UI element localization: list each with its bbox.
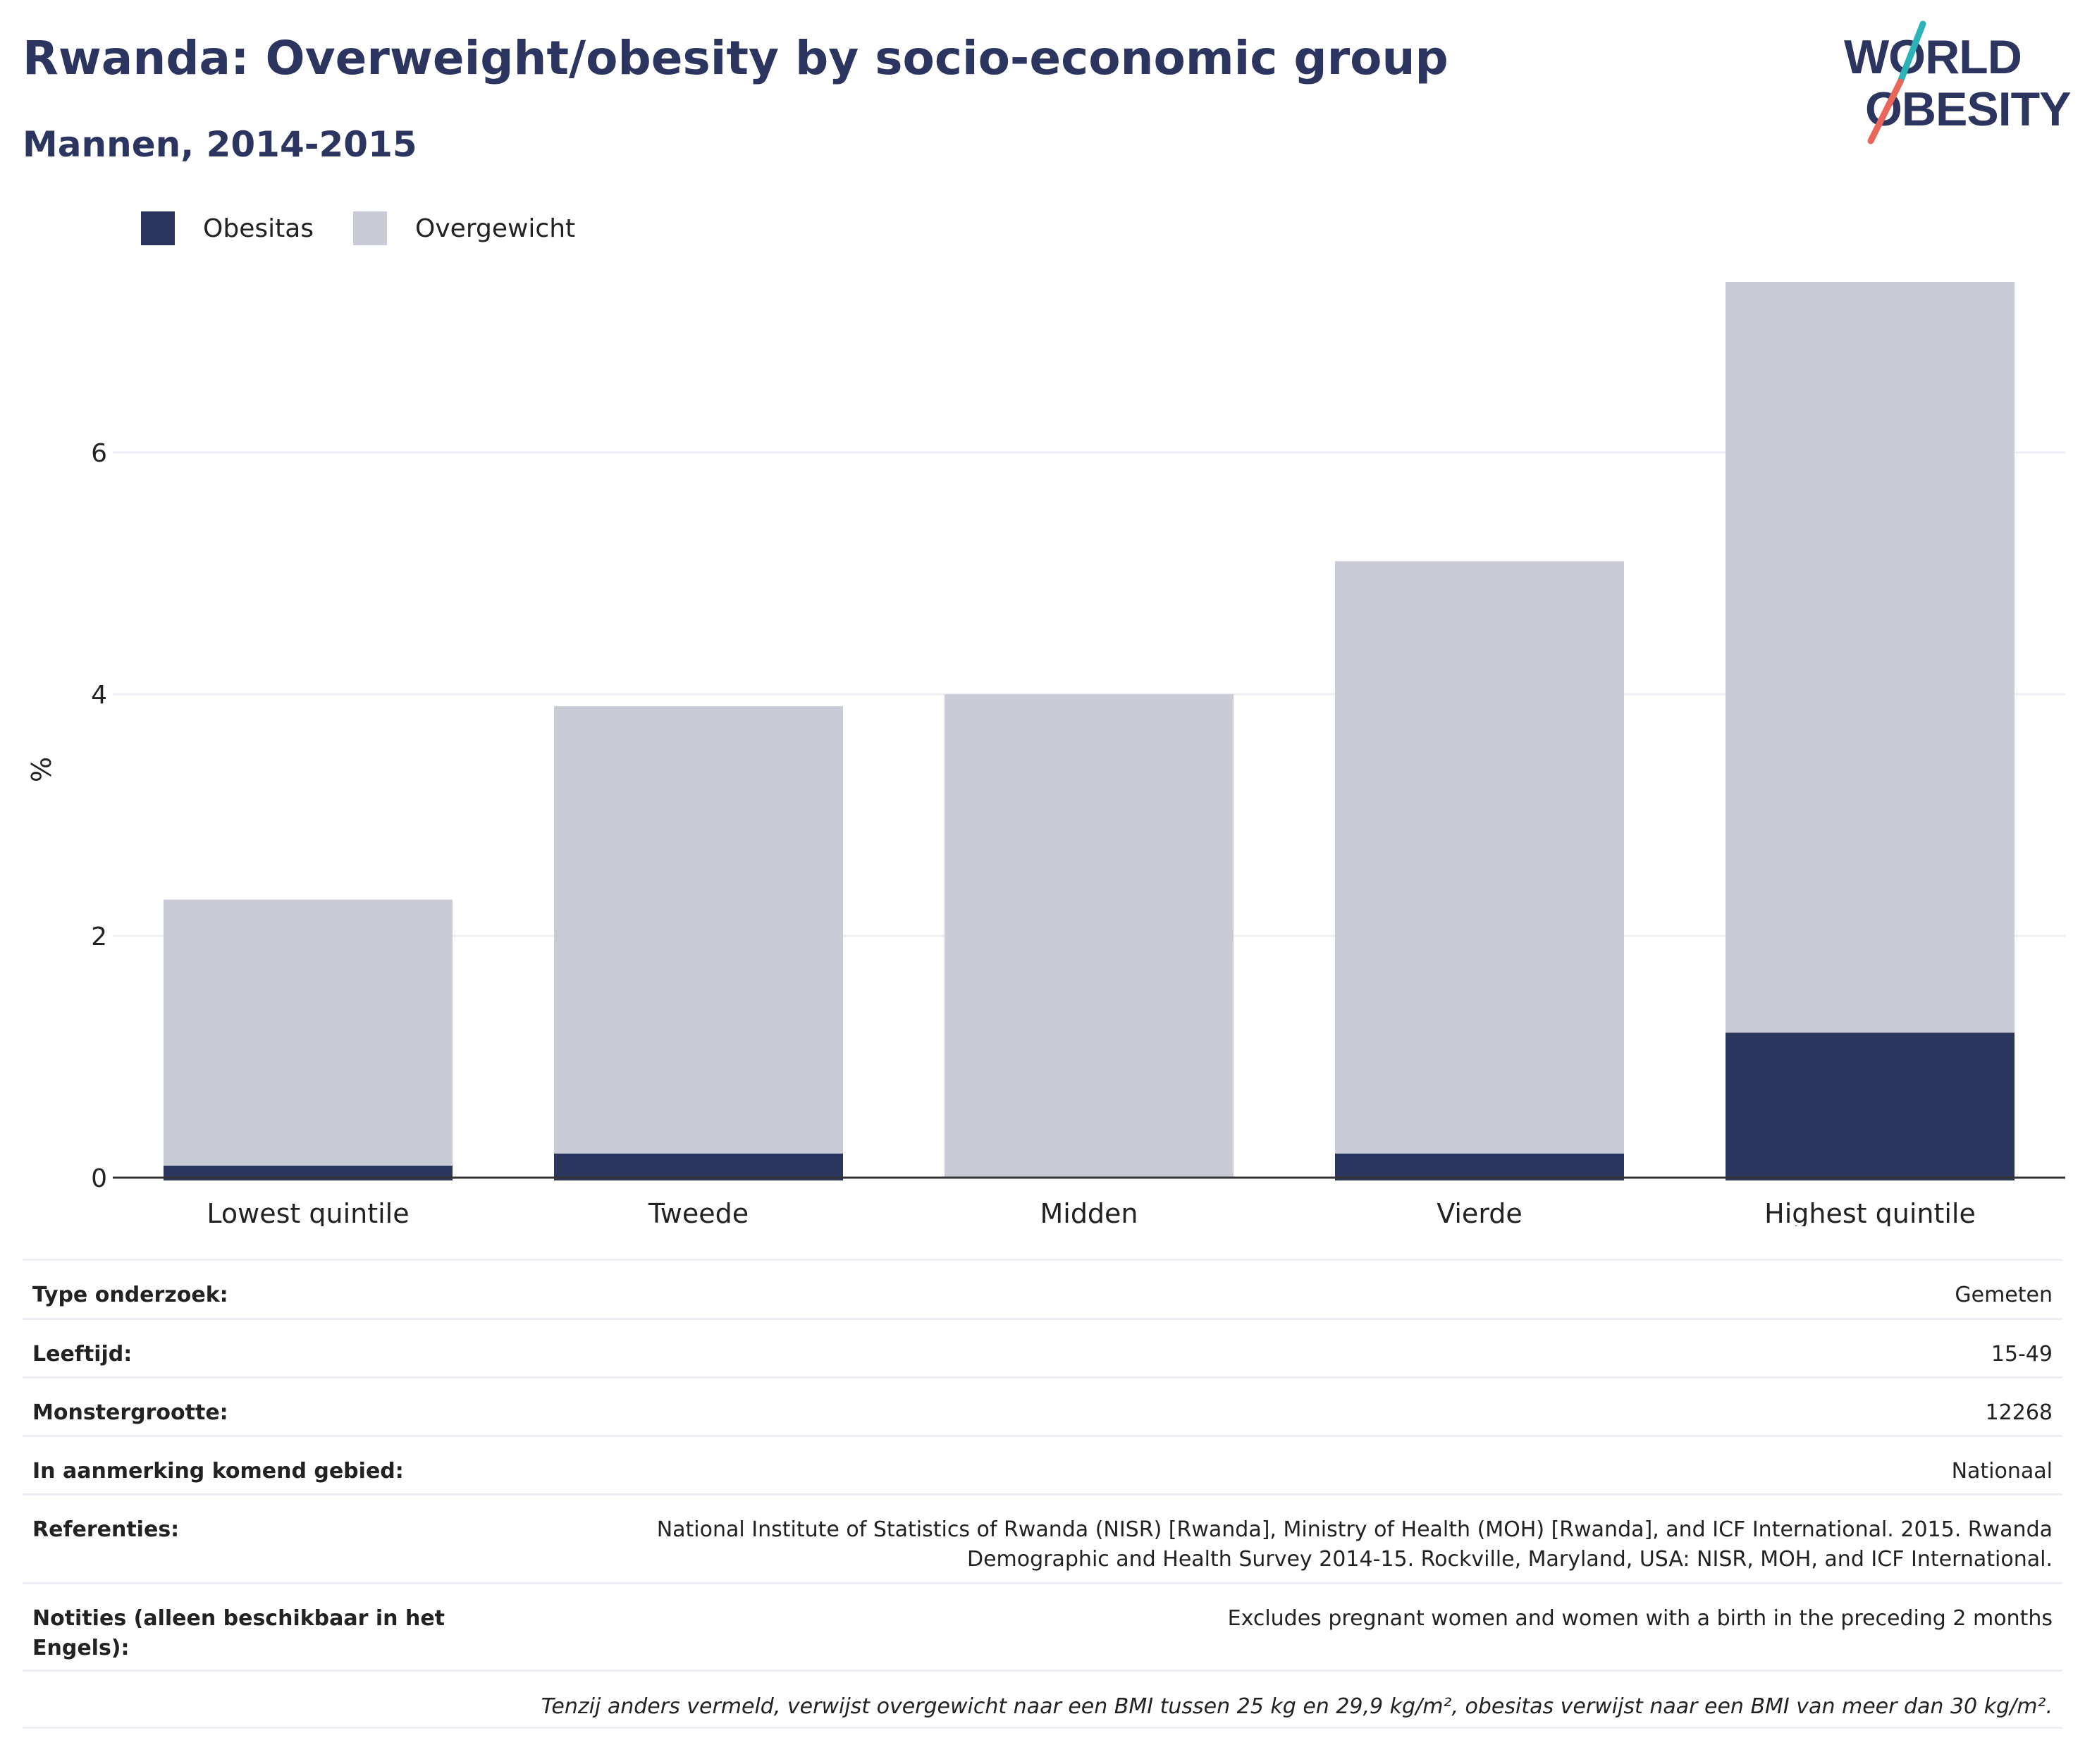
info-label: Monstergrootte: <box>32 1400 228 1425</box>
info-value: 15-49 <box>1991 1342 2053 1367</box>
y-tick-label: 4 <box>91 681 107 710</box>
logo-line-1: WORLD <box>1844 30 2022 84</box>
bars <box>113 282 2065 1180</box>
bar-obesitas[interactable] <box>554 1153 843 1180</box>
chart-title: Rwanda: Overweight/obesity by socio-econ… <box>23 31 1449 85</box>
chart-legend: Obesitas Overgewicht <box>141 209 615 248</box>
info-label: In aanmerking komend gebied: <box>32 1459 404 1484</box>
y-tick-labels: 024681012 <box>91 439 107 1193</box>
bar-overgewicht[interactable] <box>945 694 1234 1178</box>
bar-overgewicht[interactable] <box>554 706 843 1154</box>
y-tick-label: 2 <box>91 923 107 951</box>
info-label: Type onderzoek: <box>32 1283 228 1307</box>
info-label: Notities (alleen beschikbaar in het Enge… <box>32 1606 445 1660</box>
info-value: Excludes pregnant women and women with a… <box>1227 1606 2053 1631</box>
y-axis-label: % <box>26 757 57 782</box>
logo-line-2: OBESITY <box>1865 82 2071 136</box>
bar-overgewicht[interactable] <box>164 899 453 1166</box>
info-table: Type onderzoek: Gemeten Leeftijd: 15-49 … <box>23 1259 2062 1729</box>
bmi-definition-note: Tenzij anders vermeld, verwijst overgewi… <box>23 1670 2062 1729</box>
x-tick-label: Lowest quintile <box>207 1198 409 1226</box>
info-row-sample: Monstergrootte: 12268 <box>23 1376 2062 1435</box>
info-value: 12268 <box>1985 1400 2053 1425</box>
bar-overgewicht[interactable] <box>1335 561 1624 1154</box>
bar-overgewicht[interactable] <box>1726 282 2015 1033</box>
info-row-age: Leeftijd: 15-49 <box>23 1318 2062 1376</box>
bar-obesitas[interactable] <box>1726 1032 2015 1180</box>
logo-slash-bottom <box>1867 78 1904 144</box>
world-obesity-logo: WORLD OBESITY <box>1844 20 2072 144</box>
logo-slash-top <box>1897 20 1926 85</box>
legend-item-overgewicht[interactable]: Overgewicht <box>353 211 575 245</box>
bar-group[interactable] <box>164 899 453 1180</box>
legend-swatch-overgewicht <box>353 211 388 245</box>
info-value: Gemeten <box>1955 1283 2053 1307</box>
x-tick-label: Highest quintile <box>1764 1198 1976 1226</box>
legend-label-obesitas: Obesitas <box>203 214 314 243</box>
info-row-notes: Notities (alleen beschikbaar in het Enge… <box>23 1582 2062 1670</box>
x-tick-labels: Lowest quintile Tweede Midden Vierde Highest… <box>207 1198 1975 1226</box>
info-row-area: In aanmerking komend gebied: Nationaal <box>23 1435 2062 1493</box>
legend-label-overgewicht: Overgewicht <box>415 214 576 243</box>
bar-group[interactable] <box>1726 282 2015 1180</box>
bar-group[interactable] <box>945 694 1234 1178</box>
info-value: National Institute of Statistics of Rwan… <box>656 1517 2053 1572</box>
legend-item-obesitas[interactable]: Obesitas <box>141 211 314 245</box>
bar-group[interactable] <box>554 706 843 1180</box>
y-tick-label: 0 <box>91 1164 107 1193</box>
info-label: Leeftijd: <box>32 1342 133 1367</box>
legend-swatch-obesitas <box>141 211 175 245</box>
bar-chart: 024681012 Lowest quintileTweedeMiddenVie… <box>26 282 2065 1226</box>
bar-obesitas[interactable] <box>1335 1153 1624 1180</box>
info-value: Nationaal <box>1951 1459 2053 1484</box>
bar-group[interactable] <box>1335 561 1624 1180</box>
x-tick-label: Vierde <box>1437 1198 1523 1226</box>
info-label: Referenties: <box>32 1517 180 1542</box>
x-tick-label: Tweede <box>648 1198 749 1226</box>
info-row-type: Type onderzoek: Gemeten <box>23 1259 2062 1318</box>
y-tick-label: 6 <box>91 439 107 468</box>
x-tick-label: Midden <box>1040 1198 1138 1226</box>
info-row-references: Referenties: National Institute of Stati… <box>23 1493 2062 1582</box>
chart-subtitle: Mannen, 2014-2015 <box>23 124 417 165</box>
